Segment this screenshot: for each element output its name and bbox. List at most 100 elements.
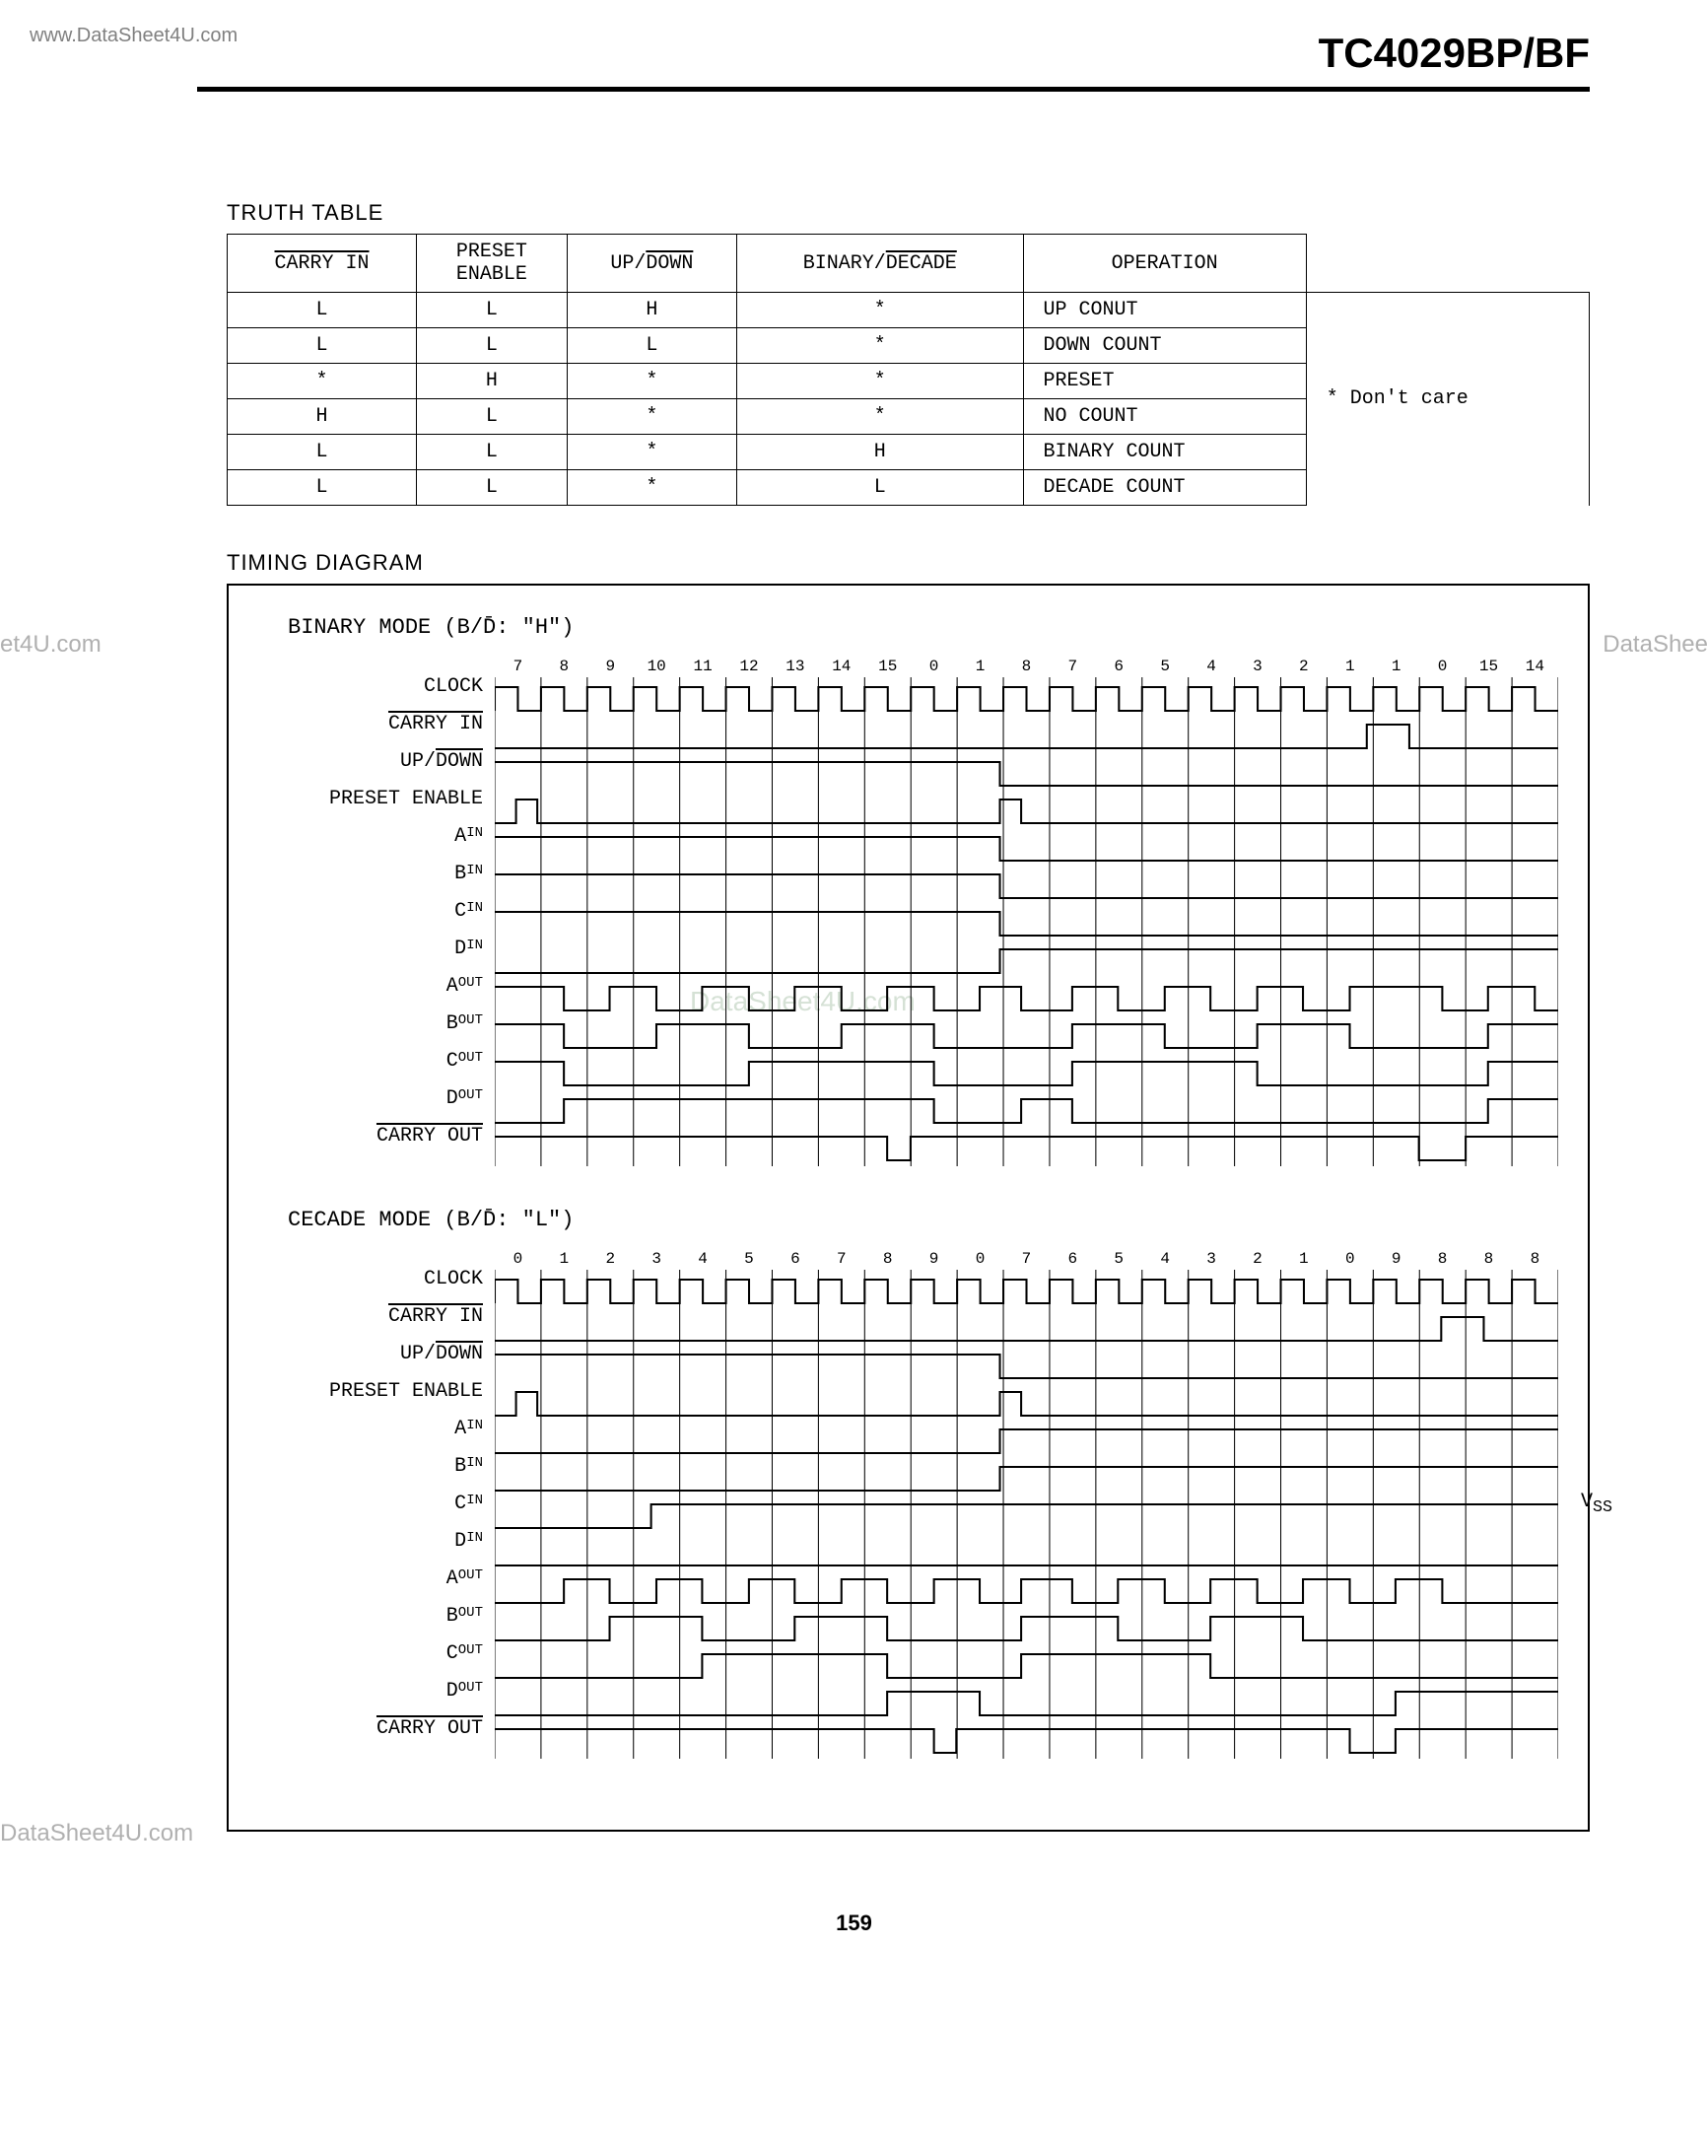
- header-rule: [197, 87, 1590, 92]
- table-cell: *: [737, 328, 1024, 364]
- signal-label: COUT: [258, 1050, 495, 1087]
- table-cell: *: [567, 435, 736, 470]
- part-number: TC4029BP/BF: [0, 30, 1708, 77]
- table-cell: UP CONUT: [1023, 293, 1306, 328]
- count-value: 4: [680, 1250, 726, 1268]
- count-value: 14: [818, 658, 864, 675]
- count-value: 10: [634, 658, 680, 675]
- signal-label: DIN: [258, 1530, 495, 1567]
- table-cell: L: [417, 435, 568, 470]
- table-cell: L: [417, 328, 568, 364]
- signal-label: COUT: [258, 1642, 495, 1680]
- count-value: 0: [911, 658, 957, 675]
- signal-label: CARRY OUT: [258, 1717, 495, 1755]
- signal-label: AOUT: [258, 1567, 495, 1605]
- table-cell: L: [737, 470, 1024, 506]
- count-value: 7: [495, 658, 541, 675]
- timing-box: BINARY MODE (B/D̄: "H") CLOCKCARRY INUP/…: [227, 584, 1590, 1832]
- table-cell: *: [737, 399, 1024, 435]
- count-value: 6: [1050, 1250, 1096, 1268]
- count-value: 15: [864, 658, 911, 675]
- count-value: 1: [1280, 1250, 1327, 1268]
- page-number: 159: [0, 1911, 1708, 1936]
- watermark-bottom-left: DataSheet4U.com: [0, 1820, 193, 1847]
- table-cell: H: [567, 293, 736, 328]
- table-cell: PRESET: [1023, 364, 1306, 399]
- truth-header: UP/DOWN: [567, 235, 736, 293]
- count-value: 2: [1235, 1250, 1281, 1268]
- signal-label: BIN: [258, 863, 495, 900]
- count-value: 0: [1327, 1250, 1373, 1268]
- table-cell: DOWN COUNT: [1023, 328, 1306, 364]
- count-value: 4: [1189, 658, 1235, 675]
- count-value: 9: [587, 658, 634, 675]
- signal-label: CARRY IN: [258, 713, 495, 750]
- table-cell: *: [228, 364, 417, 399]
- count-value: 1: [957, 658, 1003, 675]
- table-cell: DECADE COUNT: [1023, 470, 1306, 506]
- count-value: 7: [818, 1250, 864, 1268]
- count-value: 3: [634, 1250, 680, 1268]
- decade-mode-title: CECADE MODE (B/D̄: "L"): [288, 1208, 1558, 1232]
- count-value: 5: [1096, 1250, 1142, 1268]
- watermark-mid-left: et4U.com: [0, 631, 102, 659]
- truth-header: BINARY/DECADE: [737, 235, 1024, 293]
- vss-label: VSS: [1581, 1491, 1612, 1517]
- signal-label: BOUT: [258, 1012, 495, 1050]
- table-cell: *: [567, 470, 736, 506]
- table-cell: *: [567, 399, 736, 435]
- signal-label: CARRY OUT: [258, 1125, 495, 1162]
- count-value: 8: [864, 1250, 911, 1268]
- count-value: 8: [1512, 1250, 1558, 1268]
- count-value: 15: [1466, 658, 1512, 675]
- count-value: 3: [1235, 658, 1281, 675]
- signal-label: AIN: [258, 825, 495, 863]
- count-labels: 7891011121314150187654321101514: [495, 648, 1558, 675]
- signal-label: CLOCK: [258, 675, 495, 713]
- signal-label: DOUT: [258, 1087, 495, 1125]
- count-value: 7: [1003, 1250, 1050, 1268]
- count-value: 0: [495, 1250, 541, 1268]
- signal-label: AIN: [258, 1418, 495, 1455]
- table-cell: L: [228, 328, 417, 364]
- truth-table-title: TRUTH TABLE: [227, 200, 1590, 226]
- signal-label: BOUT: [258, 1605, 495, 1642]
- count-value: 2: [587, 1250, 634, 1268]
- signal-label: PRESET ENABLE: [258, 788, 495, 825]
- count-value: 9: [911, 1250, 957, 1268]
- count-value: 1: [1373, 658, 1419, 675]
- truth-header: PRESETENABLE: [417, 235, 568, 293]
- count-value: 7: [1050, 658, 1096, 675]
- count-value: 0: [957, 1250, 1003, 1268]
- signal-label: CLOCK: [258, 1268, 495, 1305]
- count-value: 8: [1003, 658, 1050, 675]
- count-value: 8: [1466, 1250, 1512, 1268]
- table-cell: L: [228, 435, 417, 470]
- table-cell: *: [737, 293, 1024, 328]
- table-cell: L: [417, 399, 568, 435]
- count-value: 5: [1142, 658, 1189, 675]
- binary-mode-title: BINARY MODE (B/D̄: "H"): [288, 615, 1558, 640]
- table-cell: H: [228, 399, 417, 435]
- table-cell: H: [417, 364, 568, 399]
- watermark-top-left: www.DataSheet4U.com: [30, 25, 238, 47]
- signal-label: AOUT: [258, 975, 495, 1012]
- signal-label: PRESET ENABLE: [258, 1380, 495, 1418]
- signal-label: CIN: [258, 900, 495, 938]
- count-value: 0: [1419, 658, 1466, 675]
- decade-timing-block: CLOCKCARRY INUP/DOWNPRESET ENABLEAINBINC…: [258, 1240, 1558, 1761]
- table-cell: *: [737, 364, 1024, 399]
- signal-label: UP/DOWN: [258, 1343, 495, 1380]
- table-cell: BINARY COUNT: [1023, 435, 1306, 470]
- truth-table: CARRY INPRESETENABLEUP/DOWNBINARY/DECADE…: [227, 234, 1590, 506]
- count-value: 9: [1373, 1250, 1419, 1268]
- table-cell: L: [567, 328, 736, 364]
- count-value: 5: [726, 1250, 773, 1268]
- count-value: 3: [1189, 1250, 1235, 1268]
- count-value: 8: [1419, 1250, 1466, 1268]
- table-cell: *: [567, 364, 736, 399]
- count-value: 8: [541, 658, 587, 675]
- count-labels: 01234567890765432109888: [495, 1240, 1558, 1268]
- count-value: 13: [772, 658, 818, 675]
- table-cell: NO COUNT: [1023, 399, 1306, 435]
